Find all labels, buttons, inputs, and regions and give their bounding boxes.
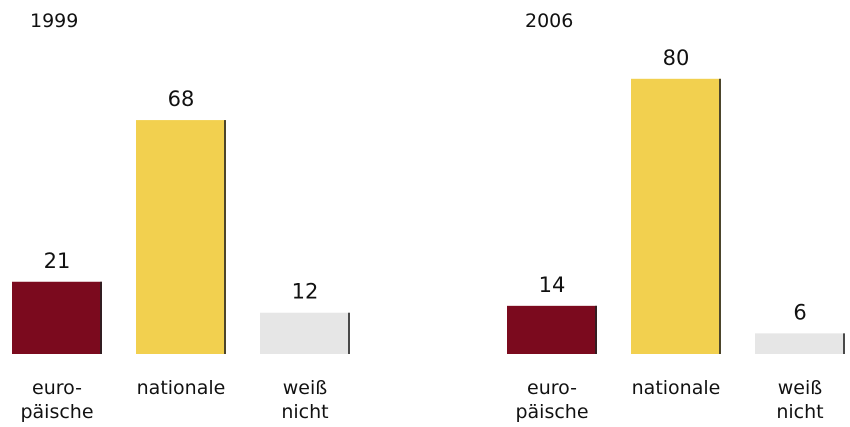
bar-shadow (843, 333, 845, 354)
value-label: 21 (44, 249, 71, 273)
x-tick-label: euro- (527, 377, 577, 399)
bar-shadow (719, 78, 721, 355)
bar (136, 120, 226, 354)
x-tick-label: päische (20, 401, 93, 423)
x-tick-label: nicht (776, 401, 823, 423)
bar (260, 312, 350, 354)
x-tick-label: nationale (137, 377, 226, 399)
x-tick-label: nationale (632, 377, 721, 399)
bar (12, 281, 102, 354)
bar (507, 305, 597, 354)
bar-shadow (348, 312, 350, 354)
bar-shadow (595, 305, 597, 354)
chart-title: 2006 (525, 10, 573, 32)
x-tick-label: euro- (32, 377, 82, 399)
value-label: 80 (663, 46, 690, 70)
x-tick-label: weiß (778, 377, 823, 399)
value-label: 14 (539, 273, 566, 297)
x-tick-label: päische (515, 401, 588, 423)
value-label: 68 (168, 87, 195, 111)
value-label: 12 (292, 280, 319, 304)
bar-shadow (100, 281, 102, 354)
x-tick-label: weiß (283, 377, 328, 399)
bar-shadow (224, 120, 226, 354)
bar (755, 333, 845, 354)
chart-title: 1999 (30, 10, 78, 32)
value-label: 6 (793, 300, 806, 324)
x-tick-label: nicht (281, 401, 328, 423)
bar (631, 78, 721, 355)
